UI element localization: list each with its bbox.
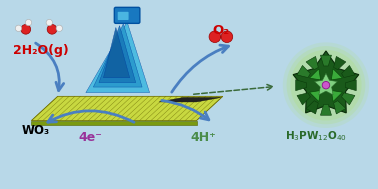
Circle shape bbox=[209, 31, 221, 43]
Circle shape bbox=[47, 25, 57, 34]
Polygon shape bbox=[342, 65, 355, 77]
Polygon shape bbox=[321, 104, 332, 115]
Polygon shape bbox=[331, 69, 342, 80]
Polygon shape bbox=[99, 26, 136, 83]
Circle shape bbox=[15, 25, 22, 32]
Circle shape bbox=[283, 42, 369, 128]
FancyBboxPatch shape bbox=[118, 12, 129, 20]
Polygon shape bbox=[93, 24, 142, 87]
Polygon shape bbox=[310, 91, 321, 102]
Circle shape bbox=[290, 50, 362, 121]
Polygon shape bbox=[104, 27, 130, 78]
Polygon shape bbox=[321, 55, 332, 66]
Polygon shape bbox=[293, 51, 359, 113]
Text: WO₃: WO₃ bbox=[22, 124, 50, 136]
Polygon shape bbox=[310, 69, 321, 80]
Polygon shape bbox=[331, 91, 342, 102]
Text: 2H₂O(g): 2H₂O(g) bbox=[12, 44, 68, 57]
Circle shape bbox=[56, 25, 62, 32]
Text: H$_3$PW$_{12}$O$_{40}$: H$_3$PW$_{12}$O$_{40}$ bbox=[285, 129, 347, 143]
Circle shape bbox=[221, 31, 233, 43]
Circle shape bbox=[25, 19, 32, 26]
Text: O₂: O₂ bbox=[212, 25, 229, 37]
Text: 4H⁺: 4H⁺ bbox=[191, 131, 217, 144]
Circle shape bbox=[21, 25, 31, 34]
Polygon shape bbox=[306, 101, 318, 114]
Circle shape bbox=[322, 81, 330, 89]
Polygon shape bbox=[159, 98, 221, 102]
Text: 4e⁻: 4e⁻ bbox=[78, 131, 102, 144]
Polygon shape bbox=[334, 101, 346, 114]
Polygon shape bbox=[314, 73, 338, 95]
Polygon shape bbox=[86, 22, 150, 93]
Circle shape bbox=[287, 46, 366, 124]
Polygon shape bbox=[342, 93, 355, 105]
Circle shape bbox=[46, 19, 53, 26]
Polygon shape bbox=[31, 121, 197, 125]
Polygon shape bbox=[345, 80, 356, 91]
Polygon shape bbox=[297, 93, 310, 105]
Polygon shape bbox=[297, 65, 310, 77]
Polygon shape bbox=[306, 57, 318, 70]
Polygon shape bbox=[334, 57, 346, 70]
Polygon shape bbox=[31, 96, 223, 121]
Polygon shape bbox=[296, 80, 307, 91]
FancyBboxPatch shape bbox=[114, 7, 140, 23]
